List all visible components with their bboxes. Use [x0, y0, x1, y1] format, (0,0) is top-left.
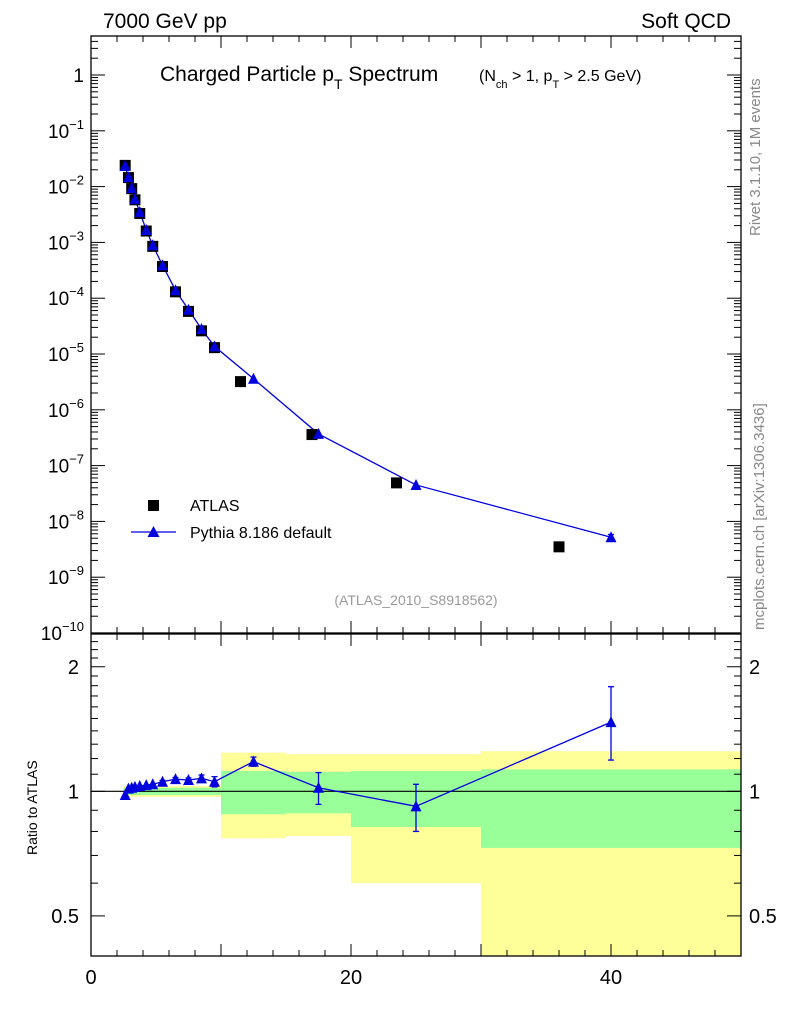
y-tick-label-exp: −2 [69, 173, 84, 188]
y-tick-label-exp: −10 [62, 619, 84, 634]
x-tick-label: 20 [340, 967, 362, 989]
pythia-point [147, 239, 159, 251]
pythia-point [196, 323, 207, 335]
atlas-point [553, 541, 565, 553]
pythia-point [410, 478, 422, 490]
y-tick-label-main: 10−8 [48, 507, 84, 533]
ratio-point [605, 716, 617, 728]
ratio-point [410, 800, 422, 812]
title-cuts: (Nch > 1, pT > 2.5 GeV) [479, 68, 641, 91]
ratio-point [119, 788, 131, 800]
x-tick-label: 40 [600, 967, 622, 989]
legend-marker-atlas [148, 500, 159, 511]
y-tick-label-main: 10−3 [48, 228, 84, 254]
y-tick-label-ratio-left: 1 [68, 781, 79, 803]
y-tick-label-main: 10−4 [48, 284, 84, 310]
pythia-point [605, 531, 617, 543]
pythia-point [119, 159, 131, 171]
ratio-point [209, 775, 220, 787]
pythia-point [183, 303, 194, 315]
y-tick-label-exp: −9 [69, 563, 84, 578]
pythia-point [313, 427, 324, 439]
pythia-point [140, 223, 152, 235]
axes: 0 20 40110−110−210−310−410−510−610−710−810… [41, 35, 777, 989]
y-tick-label-main: 10−10 [41, 619, 84, 645]
legend-marker-pythia [147, 526, 160, 537]
y-tick-label-main: 1 [73, 66, 84, 87]
ratio-point [248, 755, 259, 767]
main-frame [90, 35, 742, 634]
y-tick-label-base: 10 [48, 401, 69, 422]
pythia-point [209, 340, 220, 352]
ratio-ylabel: Ratio to ATLAS [24, 760, 40, 855]
y-tick-label-main: 10−7 [48, 452, 84, 478]
y-tick-label-main: 10−1 [48, 117, 84, 143]
y-tick-label-ratio-right: 0.5 [749, 906, 777, 928]
rivet-version-label: Rivet 3.1.10, 1M events [747, 78, 764, 236]
y-tick-label-exp: −1 [69, 117, 84, 132]
y-tick-label-base: 10 [48, 178, 69, 199]
pythia-point [157, 259, 168, 271]
y-tick-label-exp: −4 [69, 284, 84, 299]
y-tick-label-base: 10 [48, 289, 69, 310]
pythia-point [122, 171, 134, 183]
y-tick-label-exp: −5 [69, 340, 84, 355]
x-tick-label: 0 [85, 967, 96, 989]
pythia-point [248, 372, 259, 384]
ratio-point [170, 773, 181, 785]
atlas-point [306, 429, 318, 441]
y-tick-label-main: 10−5 [48, 340, 84, 366]
y-tick-label-base: 10 [48, 233, 69, 254]
legend-label-pythia: Pythia 8.186 default [190, 525, 332, 542]
ratio-point [313, 781, 324, 793]
band-green-1 [221, 770, 286, 815]
legend-label-atlas: ATLAS [190, 498, 240, 515]
band-green-4 [481, 769, 741, 848]
ratio-point [183, 774, 194, 786]
y-tick-label-base: 10 [48, 568, 69, 589]
y-tick-label-main: 10−9 [48, 563, 84, 589]
y-tick-label-base: 10 [48, 512, 69, 533]
y-tick-label-exp: −8 [69, 507, 84, 522]
pythia-line [124, 165, 612, 538]
pythia-point [126, 182, 138, 194]
analysis-watermark: (ATLAS_2010_S8918562) [334, 592, 497, 608]
ratio-frame [90, 633, 742, 957]
y-tick-label-exp: −6 [69, 396, 84, 411]
y-tick-label-base: 10 [48, 457, 69, 478]
y-tick-label-exp: −7 [69, 452, 84, 467]
y-tick-label-base: 10 [48, 345, 69, 366]
ratio-point [196, 772, 207, 784]
y-tick-label-ratio-right: 1 [749, 781, 760, 803]
y-tick-label-ratio-right: 2 [749, 657, 760, 679]
uncertainty-bands [123, 751, 741, 956]
atlas-point [235, 376, 246, 388]
y-tick-label-ratio-left: 2 [68, 657, 79, 679]
header-energy: 7000 GeV pp [103, 10, 227, 33]
y-tick-label-main: 10−2 [48, 173, 84, 199]
y-tick-label-base: 10 [41, 624, 62, 645]
y-tick-label-ratio-left: 0.5 [51, 906, 79, 928]
y-tick-label-exp: −3 [69, 228, 84, 243]
source-label: mcplots.cern.ch [arXiv:1306.3436] [751, 403, 768, 630]
pythia-point [129, 192, 141, 204]
pythia-point [134, 206, 146, 218]
y-tick-label-base: 10 [48, 122, 69, 143]
main-title: Charged Particle pT Spectrum [160, 63, 438, 92]
data-marks [91, 159, 741, 833]
ratio-point [157, 775, 168, 787]
ratio-point [147, 778, 159, 790]
pythia-point [170, 284, 181, 296]
atlas-point [391, 477, 402, 489]
header-category: Soft QCD [641, 10, 731, 33]
y-tick-label-main: 10−6 [48, 396, 84, 422]
